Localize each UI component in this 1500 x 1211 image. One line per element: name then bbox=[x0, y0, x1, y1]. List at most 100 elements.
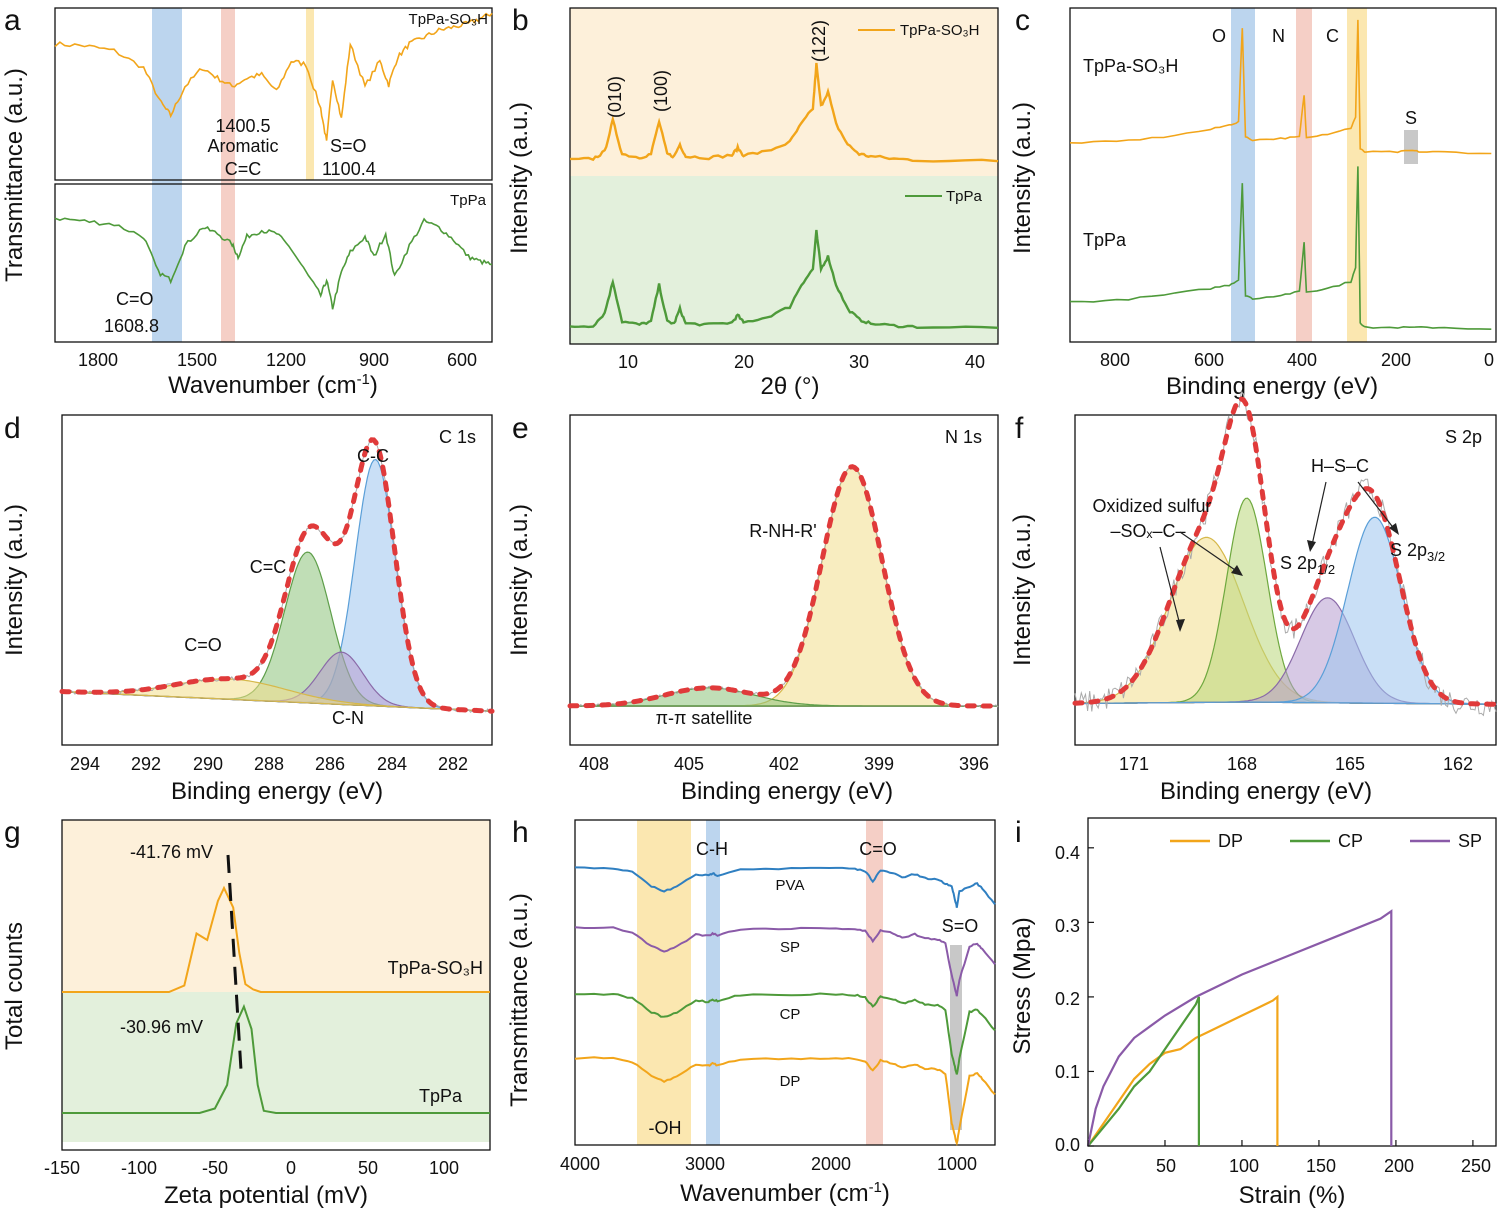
axes-g bbox=[61, 819, 491, 1151]
tick-b-10: 10 bbox=[618, 352, 638, 372]
tick-h-4000: 4000 bbox=[560, 1154, 600, 1174]
x-axis-label-d: Binding energy (eV) bbox=[171, 778, 383, 805]
peak-label-c-eq-c: C=C bbox=[250, 557, 287, 577]
tick-f-168: 168 bbox=[1227, 754, 1257, 774]
tick-h-3000: 3000 bbox=[685, 1154, 725, 1174]
annot-1400-value: 1400.5 bbox=[215, 116, 270, 136]
line-tppa-so3h-b bbox=[570, 62, 999, 163]
tick-c-600: 600 bbox=[1194, 350, 1224, 370]
panel-label-d: d bbox=[4, 412, 21, 445]
x-ticks-h: 4000 3000 2000 1000 bbox=[560, 1154, 977, 1174]
band-label-ch: C-H bbox=[696, 839, 728, 859]
element-label-c: C bbox=[1326, 26, 1339, 46]
panel-g: g -41.76 mV -30.96 mV TpPa-SO₃H TpPa -15… bbox=[1, 816, 491, 1209]
axes-h bbox=[574, 819, 996, 1146]
panel-b: b TpPa-SO₃H TpPa (010) (100) (122) 10 20… bbox=[506, 4, 999, 400]
bg-orange-g bbox=[62, 820, 490, 992]
series-label-tppa-so3h-g: TpPa-SO₃H bbox=[388, 958, 483, 978]
element-label-o: O bbox=[1212, 26, 1226, 46]
annot-so: S=O bbox=[330, 136, 367, 156]
series-label-dp-h: DP bbox=[780, 1073, 801, 1090]
x-axis-label-b: 2θ (°) bbox=[761, 373, 820, 400]
legend-tppa-so3h-b: TpPa-SO₃H bbox=[900, 22, 979, 39]
bg-green-g bbox=[62, 992, 490, 1142]
corner-label-s2p: S 2p bbox=[1445, 427, 1482, 447]
tick-c-400: 400 bbox=[1287, 350, 1317, 370]
line-sp-h bbox=[574, 926, 996, 997]
line-sp-i bbox=[1086, 909, 1393, 1147]
y-axis-label-d: Intensity (a.u.) bbox=[1, 504, 28, 656]
x-axis-label-f: Binding energy (eV) bbox=[1160, 778, 1372, 805]
tick-d-294: 294 bbox=[70, 754, 100, 774]
series-label-tppa-so3h-c: TpPa-SO₃H bbox=[1083, 56, 1178, 76]
line-tppa-a bbox=[54, 217, 493, 310]
peak-label-co: C=O bbox=[184, 635, 222, 655]
series-label-tppa-so3h-a: TpPa-SO₃H bbox=[409, 11, 488, 28]
tick-f-171: 171 bbox=[1119, 754, 1149, 774]
tick-g-m50: -50 bbox=[202, 1158, 228, 1178]
x-axis-label-g: Zeta potential (mV) bbox=[164, 1182, 368, 1209]
tick-g-m150: -150 bbox=[44, 1158, 80, 1178]
axes-e bbox=[569, 414, 999, 746]
tick-i-x50: 50 bbox=[1156, 1156, 1176, 1176]
peak-value-tppa-so3h: -41.76 mV bbox=[130, 842, 213, 862]
panel-a: a TpPa-SO₃H TpPa 1400.5 Aromatic C=C S=O… bbox=[1, 4, 493, 399]
legend-tppa-b: TpPa bbox=[946, 188, 983, 205]
band-so-h bbox=[950, 945, 962, 1130]
x-ticks-i: 0 50 100 150 200 250 bbox=[1084, 1156, 1491, 1176]
tick-a-1500: 1500 bbox=[177, 350, 217, 370]
series-label-tppa-c: TpPa bbox=[1083, 230, 1127, 250]
arrow-ox-1 bbox=[1159, 546, 1181, 626]
bg-orange-b bbox=[570, 8, 998, 176]
tick-i-x0: 0 bbox=[1084, 1156, 1094, 1176]
tick-e-396: 396 bbox=[959, 754, 989, 774]
tick-a-1800: 1800 bbox=[78, 350, 118, 370]
line-tppa-so3h-c bbox=[1069, 19, 1492, 155]
x-ticks-a: 1800 1500 1200 900 600 bbox=[78, 350, 477, 370]
band-red-a bbox=[221, 8, 235, 342]
x-axis-label-c: Binding energy (eV) bbox=[1166, 373, 1378, 400]
band-red-c bbox=[1296, 8, 1312, 342]
axes-a-top bbox=[54, 7, 493, 181]
x-axis-label-i: Strain (%) bbox=[1239, 1182, 1346, 1209]
tick-i-x200: 200 bbox=[1384, 1156, 1414, 1176]
y-ticks-i: 0.0 0.1 0.2 0.3 0.4 bbox=[1055, 843, 1080, 1155]
line-tppa-so3h-g bbox=[62, 885, 490, 993]
tick-e-399: 399 bbox=[864, 754, 894, 774]
arrow-ox-2-head bbox=[1231, 565, 1243, 576]
tick-d-284: 284 bbox=[377, 754, 407, 774]
tick-c-800: 800 bbox=[1100, 350, 1130, 370]
x-axis-label-e: Binding energy (eV) bbox=[681, 778, 893, 805]
tick-i-x100: 100 bbox=[1229, 1156, 1259, 1176]
panel-label-i: i bbox=[1015, 816, 1022, 849]
tick-h-2000: 2000 bbox=[811, 1154, 851, 1174]
f-fit-envelope bbox=[1072, 396, 1499, 707]
panel-i: i DP CP SP 0 50 100 150 200 250 0.0 0.1 … bbox=[1009, 816, 1497, 1209]
series-label-cp-h: CP bbox=[780, 1006, 801, 1023]
tick-c-0: 0 bbox=[1484, 350, 1494, 370]
element-label-s: S bbox=[1405, 108, 1417, 128]
tick-i-x150: 150 bbox=[1306, 1156, 1336, 1176]
tick-h-1000: 1000 bbox=[937, 1154, 977, 1174]
panel-label-e: e bbox=[512, 412, 529, 445]
y-axis-label-e: Intensity (a.u.) bbox=[506, 504, 533, 656]
peak-label-nh: R-NH-R' bbox=[749, 521, 816, 541]
series-label-tppa-a: TpPa bbox=[450, 192, 487, 209]
label-oxidized-sulfur: Oxidized sulfur bbox=[1092, 496, 1211, 516]
panel-label-b: b bbox=[512, 4, 529, 37]
y-axis-label-b: Intensity (a.u.) bbox=[506, 102, 533, 254]
d-fit-envelope bbox=[59, 437, 495, 714]
line-dp-i bbox=[1087, 994, 1279, 1147]
peak-label-cc: C-C bbox=[357, 446, 389, 466]
band-ch-h bbox=[706, 820, 720, 1145]
line-tppa-g bbox=[62, 1003, 490, 1114]
panel-label-g: g bbox=[4, 816, 21, 849]
peak-label-cn: C-N bbox=[332, 708, 364, 728]
legend-sp: SP bbox=[1458, 831, 1482, 851]
annot-aromatic: Aromatic bbox=[207, 136, 278, 156]
panel-d: d C 1s C-C C=C C=O C-N 294 292 290 288 2… bbox=[1, 412, 495, 805]
label-sox-c: –SOₓ–C– bbox=[1111, 521, 1186, 541]
tick-b-20: 20 bbox=[734, 352, 754, 372]
tick-e-408: 408 bbox=[579, 754, 609, 774]
